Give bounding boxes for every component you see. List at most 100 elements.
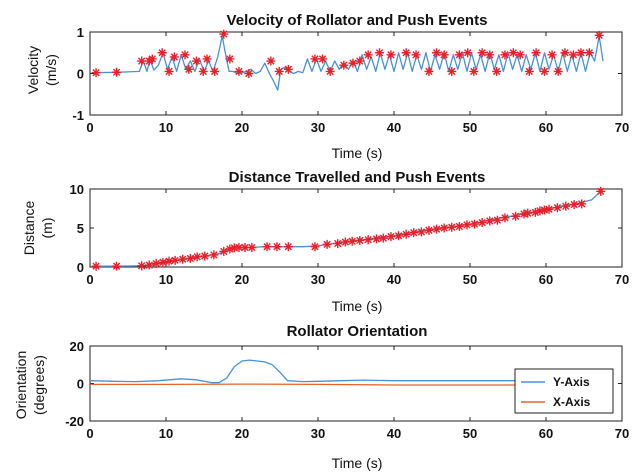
distance-push-event-marker [552, 203, 562, 213]
orientation-title: Rollator Orientation [287, 323, 428, 340]
distance-panel: Distance Travelled and Push Events 0 10 20… [21, 169, 629, 314]
velocity-push-event-marker [477, 48, 487, 58]
velocity-push-event-marker [411, 50, 421, 60]
distance-push-event-marker [112, 261, 122, 271]
distance-push-event-marker [310, 242, 320, 252]
distance-push-event-marker [144, 260, 154, 270]
velocity-axes-box [89, 31, 623, 116]
distance-xtick-label: 60 [539, 272, 553, 287]
velocity-push-event-marker [91, 68, 101, 78]
velocity-xtick-label: 70 [615, 120, 629, 135]
velocity-xtick-label: 0 [86, 120, 93, 135]
velocity-push-event-marker [219, 29, 229, 39]
distance-push-event-marker [569, 200, 579, 210]
distance-push-event-marker [170, 255, 180, 265]
distance-push-event-marker [447, 222, 457, 232]
distance-ylabel-line2: (m) [39, 218, 55, 239]
velocity-push-event-marker [318, 54, 328, 64]
distance-push-event-marker [530, 207, 540, 217]
velocity-push-event-marker [137, 56, 147, 66]
orientation-xtick-label: 70 [615, 426, 629, 441]
orientation-xtick-label: 0 [86, 426, 93, 441]
velocity-plot-area: 0 10 20 30 40 50 60 70-101 [72, 25, 629, 135]
velocity-push-event-marker [424, 66, 434, 76]
orientation-legend-label: Y-Axis [553, 375, 590, 389]
orientation-xtick-label: 40 [387, 426, 401, 441]
velocity-push-event-marker [463, 48, 473, 58]
velocity-xtick-label: 60 [539, 120, 553, 135]
distance-push-event-marker [340, 237, 350, 247]
distance-push-event-marker [477, 218, 487, 228]
velocity-push-event-marker [547, 50, 557, 60]
distance-push-event-marker [432, 224, 442, 234]
orientation-xtick-label: 50 [463, 426, 477, 441]
distance-push-event-marker [283, 242, 293, 252]
velocity-push-event-marker [112, 67, 122, 77]
velocity-push-event-marker [439, 50, 449, 60]
velocity-push-event-marker [191, 56, 201, 66]
velocity-push-event-marker [584, 48, 594, 58]
orientation-ylabel-line1: Orientation [13, 351, 29, 419]
distance-push-event-marker [519, 209, 529, 219]
distance-push-event-marker [262, 242, 272, 252]
velocity-push-event-marker [198, 66, 208, 76]
distance-push-event-marker [401, 229, 411, 239]
distance-push-event-marker [511, 211, 521, 221]
velocity-push-event-marker [225, 54, 235, 64]
velocity-push-event-marker [539, 66, 549, 76]
velocity-panel: Velocity of Rollator and Push Events 0 10… [25, 12, 629, 161]
velocity-push-event-marker [485, 50, 495, 60]
distance-push-event-marker [462, 220, 472, 230]
velocity-xtick-label: 40 [387, 120, 401, 135]
distance-xtick-label: 20 [235, 272, 249, 287]
distance-xtick-label: 40 [387, 272, 401, 287]
velocity-ylabel-line2: (m/s) [43, 54, 59, 86]
distance-push-event-marker [272, 242, 282, 252]
distance-xlabel: Time (s) [332, 298, 383, 314]
distance-push-event-marker [164, 256, 174, 266]
velocity-push-event-marker [524, 66, 534, 76]
distance-axes-box [89, 188, 623, 268]
distance-push-event-marker [544, 204, 554, 214]
distance-push-event-marker [470, 219, 480, 229]
orientation-ytick-label: -20 [65, 414, 84, 429]
distance-push-event-marker [158, 257, 168, 267]
velocity-xlabel: Time (s) [332, 145, 383, 161]
distance-xtick-label: 10 [159, 272, 173, 287]
distance-plot-area: 0 10 20 30 40 50 60 70 0 5 10 [70, 182, 630, 287]
velocity-push-event-marker [339, 60, 349, 70]
distance-xtick-label: 50 [463, 272, 477, 287]
orientation-ylabel-line2: (degrees) [31, 355, 47, 415]
velocity-push-event-marker [508, 48, 518, 58]
velocity-push-event-marker [515, 50, 525, 60]
velocity-push-event-marker [164, 66, 174, 76]
orientation-xtick-label: 10 [159, 426, 173, 441]
velocity-push-event-marker [492, 66, 502, 76]
distance-push-event-marker [247, 243, 257, 252]
distance-push-event-marker [322, 239, 332, 249]
distance-ytick-label: 0 [77, 260, 84, 275]
velocity-push-event-marker [568, 50, 578, 60]
distance-push-event-marker [386, 232, 396, 242]
distance-title: Distance Travelled and Push Events [229, 169, 486, 186]
orientation-legend-label: X-Axis [553, 395, 591, 409]
distance-push-event-marker [416, 227, 426, 237]
distance-push-event-marker [219, 246, 229, 256]
distance-push-event-marker [394, 231, 404, 241]
velocity-push-event-marker [310, 54, 320, 64]
distance-push-event-marker [500, 213, 510, 223]
velocity-push-event-marker [454, 50, 464, 60]
velocity-push-event-marker [594, 30, 604, 40]
velocity-push-event-marker [469, 66, 479, 76]
velocity-push-event-marker [500, 50, 510, 60]
distance-push-event-marker [596, 186, 606, 196]
distance-push-event-marker [209, 250, 219, 260]
velocity-ytick-label: -1 [72, 108, 84, 123]
velocity-push-event-marker [180, 50, 190, 60]
velocity-push-event-marker [348, 58, 358, 68]
velocity-xtick-label: 30 [311, 120, 325, 135]
velocity-xtick-label: 10 [159, 120, 173, 135]
distance-push-event-marker [492, 215, 502, 225]
distance-push-event-marker [439, 223, 449, 233]
